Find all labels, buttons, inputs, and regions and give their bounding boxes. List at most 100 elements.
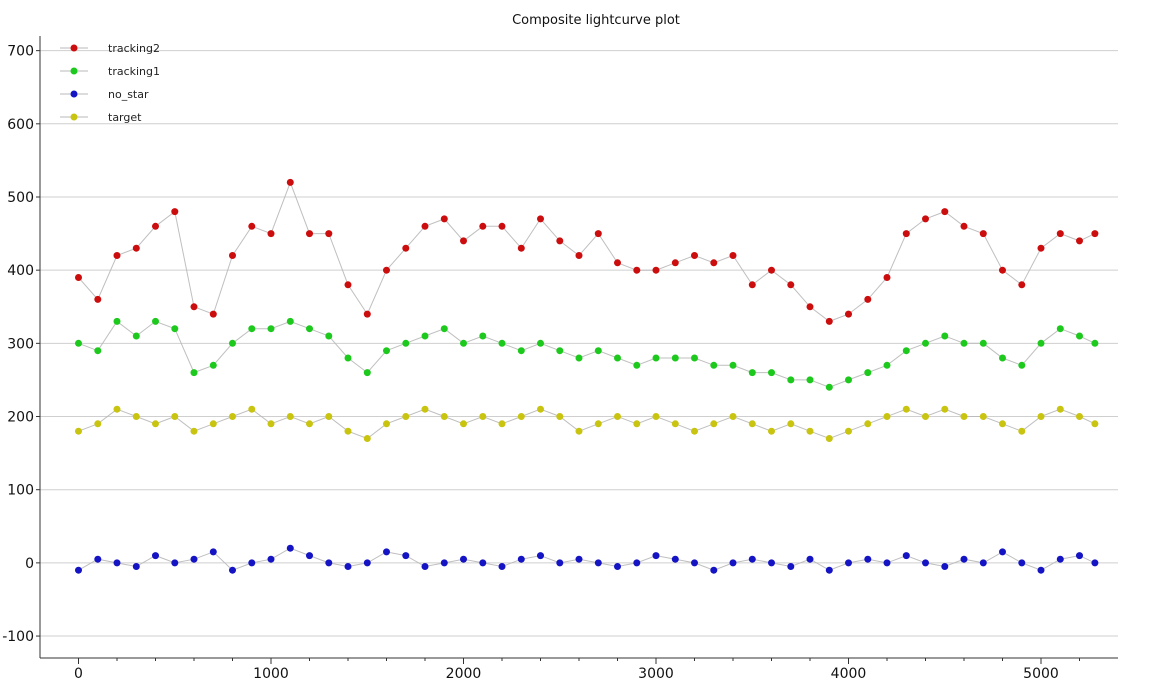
data-point-target <box>248 405 256 413</box>
data-point-target <box>94 420 102 428</box>
data-point-target <box>479 413 487 420</box>
data-point-target <box>999 420 1006 428</box>
data-point-target <box>825 435 833 442</box>
data-point-tracking1 <box>691 354 698 362</box>
data-point-no-star <box>537 552 544 560</box>
data-point-tracking1 <box>363 369 371 377</box>
data-point-tracking1 <box>1091 339 1099 347</box>
data-point-tracking2 <box>922 215 929 223</box>
data-point-tracking1 <box>325 332 333 340</box>
data-point-tracking1 <box>94 347 102 355</box>
data-point-no-star <box>479 559 487 567</box>
data-point-target <box>113 405 121 413</box>
legend-item-tracking1: tracking1 <box>60 65 160 78</box>
data-point-target <box>209 420 217 428</box>
data-point-target <box>671 420 679 428</box>
data-point-no-star <box>1076 552 1083 560</box>
data-point-no-star <box>460 555 467 563</box>
data-point-tracking2 <box>325 230 333 238</box>
data-point-tracking1 <box>960 339 968 347</box>
data-point-no-star <box>363 559 371 567</box>
data-point-tracking1 <box>517 347 525 355</box>
data-point-no-star <box>267 555 275 563</box>
data-point-target <box>498 420 506 428</box>
data-point-no-star <box>806 555 814 563</box>
data-point-no-star <box>383 548 390 556</box>
series-target <box>75 405 1099 442</box>
data-point-tracking2 <box>960 222 968 230</box>
data-point-no-star <box>922 559 929 567</box>
legend-marker <box>70 67 78 75</box>
data-point-tracking1 <box>941 332 949 340</box>
data-point-tracking1 <box>479 332 487 340</box>
y-tick-label: 200 <box>7 410 34 426</box>
data-point-target <box>864 420 872 428</box>
data-point-no-star <box>691 559 698 567</box>
data-point-no-star <box>325 559 333 567</box>
x-tick-label: 5000 <box>1023 666 1059 682</box>
data-point-target <box>941 405 949 413</box>
data-point-tracking1 <box>498 339 506 347</box>
chart-title: Composite lightcurve plot <box>512 13 680 28</box>
data-point-no-star <box>768 559 775 567</box>
data-point-target <box>902 405 910 413</box>
data-point-tracking2 <box>825 317 833 325</box>
data-point-tracking2 <box>286 178 294 186</box>
data-point-tracking1 <box>190 369 198 377</box>
data-point-tracking1 <box>152 317 159 325</box>
data-point-tracking2 <box>575 252 583 259</box>
data-point-tracking2 <box>421 222 429 230</box>
data-point-tracking2 <box>460 237 467 245</box>
data-point-no-star <box>864 555 872 563</box>
legend-marker <box>70 90 78 98</box>
data-point-tracking1 <box>209 361 217 369</box>
data-point-tracking1 <box>614 354 621 362</box>
x-tick-label: 3000 <box>638 666 674 682</box>
data-point-target <box>1091 420 1099 428</box>
data-point-tracking2 <box>152 222 159 230</box>
data-point-tracking2 <box>864 295 872 303</box>
data-point-tracking2 <box>979 230 987 238</box>
legend-marker <box>70 44 78 52</box>
data-point-tracking1 <box>556 347 564 355</box>
data-point-target <box>306 420 313 428</box>
data-point-no-star <box>883 559 891 567</box>
data-point-no-star <box>633 559 641 567</box>
data-point-tracking1 <box>1076 332 1083 340</box>
data-point-no-star <box>652 552 660 560</box>
y-tick-label: 0 <box>25 556 34 572</box>
data-point-target <box>229 413 236 420</box>
data-point-tracking1 <box>825 383 833 391</box>
data-point-tracking2 <box>652 266 660 274</box>
data-point-tracking1 <box>229 339 236 347</box>
data-point-no-star <box>1056 555 1064 563</box>
data-point-target <box>537 405 544 413</box>
data-point-no-star <box>556 559 564 567</box>
data-point-target <box>75 427 82 435</box>
series-tracking2 <box>75 178 1099 325</box>
data-point-target <box>402 413 410 420</box>
data-point-tracking1 <box>787 376 795 384</box>
data-point-tracking1 <box>460 339 467 347</box>
data-point-tracking1 <box>748 369 756 377</box>
data-point-target <box>171 413 179 420</box>
data-point-tracking2 <box>748 281 756 289</box>
data-point-no-star <box>748 555 756 563</box>
grid <box>40 50 1118 637</box>
data-point-tracking2 <box>614 259 621 267</box>
data-point-tracking2 <box>806 303 814 311</box>
data-point-target <box>710 420 718 428</box>
series-line-tracking1 <box>78 320 1096 388</box>
data-point-target <box>132 413 140 420</box>
data-point-no-star <box>440 559 448 567</box>
data-point-no-star <box>286 544 294 552</box>
data-point-tracking2 <box>768 266 775 274</box>
data-point-tracking2 <box>402 244 410 252</box>
data-point-tracking2 <box>941 208 949 216</box>
series-tracking1 <box>75 317 1099 391</box>
data-point-tracking2 <box>209 310 217 318</box>
data-point-target <box>979 413 987 420</box>
data-point-no-star <box>132 563 140 570</box>
data-point-tracking2 <box>344 281 352 289</box>
